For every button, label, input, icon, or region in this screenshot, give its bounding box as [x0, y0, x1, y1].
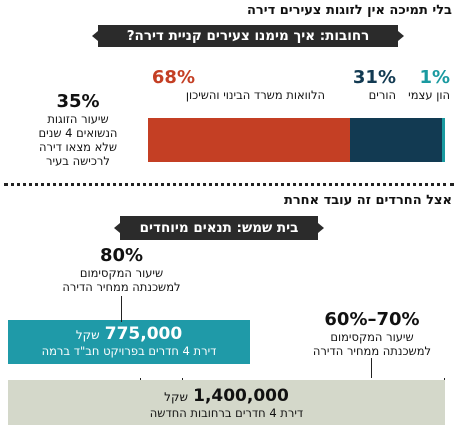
- segment-name-parents: הורים: [368, 88, 396, 102]
- price-bar-chabad-desc: דירת 4 חדרים בפרויקט חב"ד ברמה: [41, 344, 217, 358]
- segment-name-loans: הלוואות משרד הבינוי והשיכון: [185, 88, 325, 102]
- connector-6070: [371, 358, 372, 378]
- price-bar-rehovot-amount: 1,400,000: [193, 386, 289, 406]
- connector-80: [121, 296, 122, 322]
- segment-value-own-equity: 1%: [419, 67, 450, 88]
- stacked-bar: [148, 118, 445, 162]
- segment-value-loans: 68%: [151, 67, 195, 88]
- price-bar-rehovot-desc: דירת 4 חדרים ברחובות החדשה: [149, 406, 304, 420]
- side-stat: 35% שיעור הזוגות הנשואים 4 שנים שלא מצאו…: [18, 91, 138, 169]
- mortgage-80-label: 80% שיעור המקסימום למשכנתה ממחיר הדירה: [44, 245, 199, 295]
- section2-title: אצל החרדים זה עובד אחרת: [283, 193, 452, 208]
- side-stat-value: 35%: [56, 91, 100, 112]
- price-bar-chabad: 775,000 שקל דירת 4 חדרים בפרויקט חב"ד בר…: [8, 320, 250, 364]
- side-stat-line-1: שיעור הזוגות: [47, 112, 109, 126]
- price-bar-rehovot-amount-row: 1,400,000 שקל: [8, 386, 445, 406]
- section-divider: [4, 183, 454, 186]
- mortgage-80-value: 80%: [99, 245, 144, 266]
- price-bar-rehovot-unit: שקל: [164, 390, 189, 404]
- mortgage-80-line-1: שיעור המקסימום: [79, 266, 164, 280]
- segment-label-own-equity: 1% הון עצמי: [408, 67, 450, 103]
- mortgage-6070-line-2: למשכנתה ממחיר הדירה: [312, 344, 432, 358]
- price-bar-rehovot: 1,400,000 שקל דירת 4 חדרים ברחובות החדשה: [8, 380, 445, 425]
- segment-label-parents: 31% הורים: [352, 67, 396, 103]
- price-bar-chabad-amount: 775,000: [104, 324, 183, 344]
- price-bar-chabad-unit: שקל: [75, 328, 100, 342]
- mortgage-6070-line-1: שיעור המקסימום: [330, 330, 414, 344]
- chart-banner-beit-shemesh: בית שמש: תנאים מיוחדים: [120, 216, 318, 240]
- segment-name-own-equity: הון עצמי: [408, 88, 450, 102]
- chart-banner-rehovot: רחובות: איך מימנו צעירים קניית דירה?: [98, 25, 398, 47]
- side-stat-line-4: לרכישה בעיר: [46, 154, 110, 168]
- segment-parents: [349, 118, 443, 162]
- mortgage-6070-value: 70%–60%: [324, 309, 420, 330]
- segment-label-loans: 68% הלוואות משרד הבינוי והשיכון: [151, 67, 325, 103]
- segment-value-parents: 31%: [352, 67, 396, 88]
- segment-own-equity: [442, 118, 445, 162]
- segment-loans: [148, 118, 350, 162]
- page-title: בלי תמיכה אין לזוגות צעירים דירה: [246, 3, 452, 18]
- price-bar-chabad-amount-row: 775,000 שקל: [8, 324, 250, 344]
- mortgage-80-line-2: למשכנתה ממחיר הדירה: [62, 280, 181, 294]
- mortgage-6070-label: 70%–60% שיעור המקסימום למשכנתה ממחיר הדי…: [292, 309, 452, 359]
- side-stat-line-2: הנשואים 4 שנים: [38, 126, 118, 140]
- side-stat-line-3: שלא מצאו דירה: [39, 140, 117, 154]
